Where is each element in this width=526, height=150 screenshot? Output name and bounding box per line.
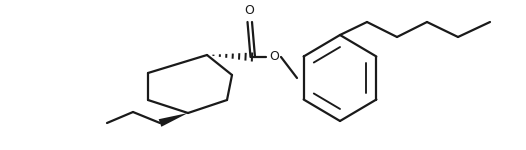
- Polygon shape: [159, 113, 188, 127]
- Text: O: O: [269, 51, 279, 63]
- Text: O: O: [245, 4, 255, 17]
